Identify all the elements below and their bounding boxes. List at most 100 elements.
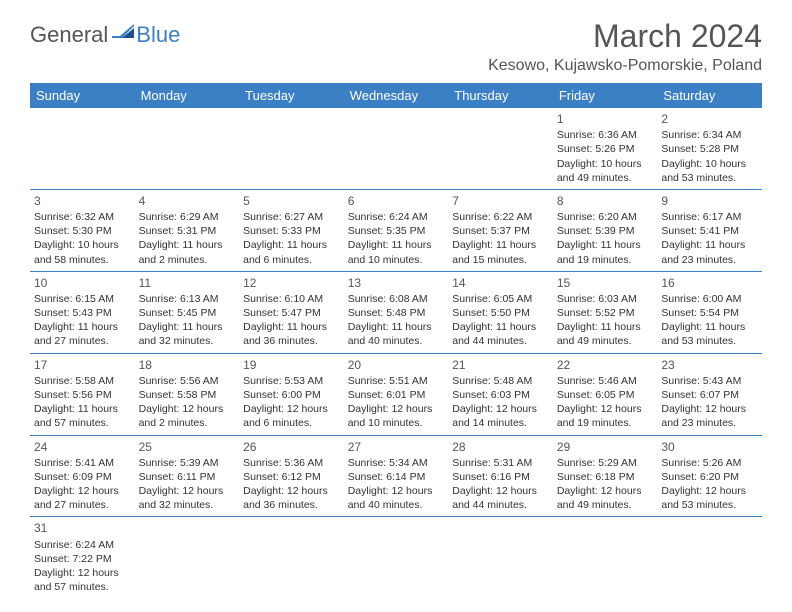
calendar-day-cell: 26Sunrise: 5:36 AMSunset: 6:12 PMDayligh… <box>239 435 344 517</box>
sunset-text: Sunset: 5:52 PM <box>557 306 654 320</box>
calendar-day-cell: 18Sunrise: 5:56 AMSunset: 5:58 PMDayligh… <box>135 353 240 435</box>
column-header: Tuesday <box>239 83 344 108</box>
daylight-text: Daylight: 12 hours and 32 minutes. <box>139 484 236 512</box>
sunrise-text: Sunrise: 6:05 AM <box>452 292 549 306</box>
calendar-day-cell: 10Sunrise: 6:15 AMSunset: 5:43 PMDayligh… <box>30 271 135 353</box>
calendar-day-cell: 17Sunrise: 5:58 AMSunset: 5:56 PMDayligh… <box>30 353 135 435</box>
sunrise-text: Sunrise: 5:56 AM <box>139 374 236 388</box>
calendar-day-cell: 25Sunrise: 5:39 AMSunset: 6:11 PMDayligh… <box>135 435 240 517</box>
column-header: Sunday <box>30 83 135 108</box>
sunset-text: Sunset: 6:18 PM <box>557 470 654 484</box>
column-header: Saturday <box>657 83 762 108</box>
calendar-body: 1Sunrise: 6:36 AMSunset: 5:26 PMDaylight… <box>30 108 762 598</box>
calendar-day-cell: 3Sunrise: 6:32 AMSunset: 5:30 PMDaylight… <box>30 189 135 271</box>
calendar-day-cell: 2Sunrise: 6:34 AMSunset: 5:28 PMDaylight… <box>657 108 762 189</box>
calendar-empty-cell <box>239 517 344 598</box>
calendar-header-row: SundayMondayTuesdayWednesdayThursdayFrid… <box>30 83 762 108</box>
logo-text-2: Blue <box>136 22 180 48</box>
day-number: 20 <box>348 357 445 373</box>
sunset-text: Sunset: 5:37 PM <box>452 224 549 238</box>
sunrise-text: Sunrise: 6:15 AM <box>34 292 131 306</box>
calendar-day-cell: 24Sunrise: 5:41 AMSunset: 6:09 PMDayligh… <box>30 435 135 517</box>
calendar-day-cell: 22Sunrise: 5:46 AMSunset: 6:05 PMDayligh… <box>553 353 658 435</box>
day-number: 19 <box>243 357 340 373</box>
day-number: 7 <box>452 193 549 209</box>
title-block: March 2024 Kesowo, Kujawsko-Pomorskie, P… <box>488 18 762 75</box>
sunset-text: Sunset: 5:54 PM <box>661 306 758 320</box>
sunset-text: Sunset: 5:56 PM <box>34 388 131 402</box>
sunrise-text: Sunrise: 6:00 AM <box>661 292 758 306</box>
sunset-text: Sunset: 5:31 PM <box>139 224 236 238</box>
daylight-text: Daylight: 12 hours and 6 minutes. <box>243 402 340 430</box>
day-number: 30 <box>661 439 758 455</box>
day-number: 15 <box>557 275 654 291</box>
day-number: 18 <box>139 357 236 373</box>
sunrise-text: Sunrise: 5:43 AM <box>661 374 758 388</box>
calendar-empty-cell <box>657 517 762 598</box>
sunset-text: Sunset: 5:35 PM <box>348 224 445 238</box>
calendar-day-cell: 16Sunrise: 6:00 AMSunset: 5:54 PMDayligh… <box>657 271 762 353</box>
sunset-text: Sunset: 6:14 PM <box>348 470 445 484</box>
sunrise-text: Sunrise: 5:39 AM <box>139 456 236 470</box>
calendar-week-row: 10Sunrise: 6:15 AMSunset: 5:43 PM Dayligh… <box>30 271 762 353</box>
daylight-text: Daylight: 11 hours and 19 minutes. <box>557 238 654 266</box>
day-number: 29 <box>557 439 654 455</box>
calendar-day-cell: 20Sunrise: 5:51 AMSunset: 6:01 PMDayligh… <box>344 353 449 435</box>
sunrise-text: Sunrise: 5:48 AM <box>452 374 549 388</box>
daylight-text: Daylight: 10 hours and 58 minutes. <box>34 238 131 266</box>
sunrise-text: Sunrise: 6:22 AM <box>452 210 549 224</box>
logo-text-1: General <box>30 22 108 48</box>
sunrise-text: Sunrise: 5:41 AM <box>34 456 131 470</box>
daylight-text: Daylight: 11 hours and 36 minutes. <box>243 320 340 348</box>
sunrise-text: Sunrise: 6:29 AM <box>139 210 236 224</box>
daylight-text: Daylight: 12 hours and 2 minutes. <box>139 402 236 430</box>
calendar-day-cell: 21Sunrise: 5:48 AMSunset: 6:03 PMDayligh… <box>448 353 553 435</box>
page-header: General Blue March 2024 Kesowo, Kujawsko… <box>30 18 762 75</box>
sunset-text: Sunset: 5:50 PM <box>452 306 549 320</box>
calendar-day-cell: 27Sunrise: 5:34 AMSunset: 6:14 PMDayligh… <box>344 435 449 517</box>
sunset-text: Sunset: 7:22 PM <box>34 552 131 566</box>
day-number: 31 <box>34 520 131 536</box>
day-number: 27 <box>348 439 445 455</box>
sunrise-text: Sunrise: 6:36 AM <box>557 128 654 142</box>
calendar-week-row: 1Sunrise: 6:36 AMSunset: 5:26 PMDaylight… <box>30 108 762 189</box>
sunrise-text: Sunrise: 5:26 AM <box>661 456 758 470</box>
calendar-day-cell: 1Sunrise: 6:36 AMSunset: 5:26 PMDaylight… <box>553 108 658 189</box>
daylight-text: Daylight: 11 hours and 10 minutes. <box>348 238 445 266</box>
sunrise-text: Sunrise: 6:17 AM <box>661 210 758 224</box>
calendar-day-cell: 12Sunrise: 6:10 AMSunset: 5:47 PMDayligh… <box>239 271 344 353</box>
calendar-day-cell: 8Sunrise: 6:20 AMSunset: 5:39 PMDaylight… <box>553 189 658 271</box>
daylight-text: Daylight: 12 hours and 36 minutes. <box>243 484 340 512</box>
sunset-text: Sunset: 5:39 PM <box>557 224 654 238</box>
calendar-empty-cell <box>135 108 240 189</box>
day-number: 16 <box>661 275 758 291</box>
daylight-text: Daylight: 11 hours and 53 minutes. <box>661 320 758 348</box>
daylight-text: Daylight: 11 hours and 40 minutes. <box>348 320 445 348</box>
daylight-text: Daylight: 12 hours and 27 minutes. <box>34 484 131 512</box>
sunrise-text: Sunrise: 5:51 AM <box>348 374 445 388</box>
day-number: 28 <box>452 439 549 455</box>
sunset-text: Sunset: 6:20 PM <box>661 470 758 484</box>
calendar-week-row: 3Sunrise: 6:32 AMSunset: 5:30 PMDaylight… <box>30 189 762 271</box>
calendar-day-cell: 31Sunrise: 6:24 AMSunset: 7:22 PMDayligh… <box>30 517 135 598</box>
calendar-week-row: 31Sunrise: 6:24 AMSunset: 7:22 PMDayligh… <box>30 517 762 598</box>
calendar-day-cell: 30Sunrise: 5:26 AMSunset: 6:20 PMDayligh… <box>657 435 762 517</box>
sunrise-text: Sunrise: 5:31 AM <box>452 456 549 470</box>
day-number: 10 <box>34 275 131 291</box>
sunset-text: Sunset: 6:03 PM <box>452 388 549 402</box>
sunset-text: Sunset: 6:11 PM <box>139 470 236 484</box>
calendar-day-cell: 28Sunrise: 5:31 AMSunset: 6:16 PMDayligh… <box>448 435 553 517</box>
column-header: Wednesday <box>344 83 449 108</box>
logo: General Blue <box>30 18 180 48</box>
sunrise-text: Sunrise: 6:08 AM <box>348 292 445 306</box>
calendar-week-row: 17Sunrise: 5:58 AMSunset: 5:56 PMDayligh… <box>30 353 762 435</box>
sunset-text: Sunset: 5:43 PM <box>34 306 131 320</box>
calendar-day-cell: 9Sunrise: 6:17 AMSunset: 5:41 PMDaylight… <box>657 189 762 271</box>
sunrise-text: Sunrise: 6:20 AM <box>557 210 654 224</box>
sunset-text: Sunset: 5:48 PM <box>348 306 445 320</box>
sunset-text: Sunset: 5:45 PM <box>139 306 236 320</box>
calendar-day-cell: 14Sunrise: 6:05 AMSunset: 5:50 PMDayligh… <box>448 271 553 353</box>
location: Kesowo, Kujawsko-Pomorskie, Poland <box>488 57 762 75</box>
calendar-table: SundayMondayTuesdayWednesdayThursdayFrid… <box>30 83 762 598</box>
calendar-day-cell: 11Sunrise: 6:13 AMSunset: 5:45 PMDayligh… <box>135 271 240 353</box>
